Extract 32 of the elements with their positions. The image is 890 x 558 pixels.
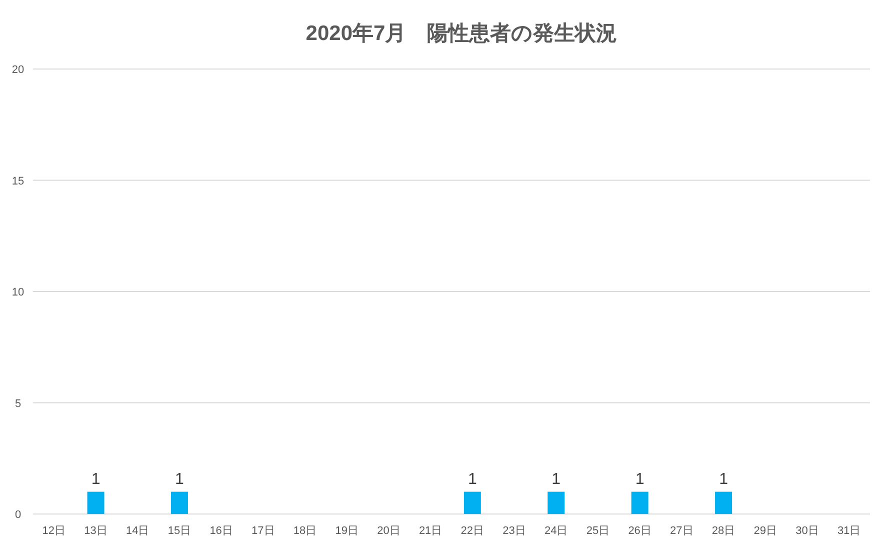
y-tick-label: 5 (14, 398, 22, 410)
y-tick-label: 15 (12, 175, 24, 188)
x-tick-label: 15日 (168, 525, 192, 537)
x-tick-label: 25日 (586, 525, 610, 537)
y-tick-label: 10 (12, 286, 24, 298)
x-tick-label: 27日 (670, 525, 694, 537)
x-tick-label: 23日 (502, 525, 526, 537)
data-label: 1 (468, 470, 477, 488)
x-tick-label: 26日 (628, 525, 652, 537)
x-tick-label: 20日 (377, 525, 400, 537)
x-tick-label: 17日 (252, 525, 275, 537)
x-tick-label: 21日 (418, 525, 442, 537)
data-label: 1 (175, 470, 184, 488)
x-tick-label: 30日 (796, 525, 819, 537)
chart-title: 2020年7月 陽性患者の発生状況 (306, 22, 618, 45)
data-label: 1 (719, 470, 728, 488)
x-tick-label: 29日 (754, 525, 777, 537)
x-tick-label: 31日 (837, 525, 861, 537)
x-tick-label: 22日 (460, 525, 484, 537)
x-tick-label: 28日 (712, 525, 736, 537)
x-tick-label: 16日 (210, 525, 233, 537)
x-tick-label: 19日 (335, 525, 358, 537)
data-label: 1 (635, 470, 644, 488)
x-tick-label: 24日 (544, 525, 568, 537)
data-label: 1 (552, 470, 561, 488)
x-tick-label: 14日 (126, 525, 150, 537)
y-tick-label: 20 (12, 64, 24, 76)
x-tick-label: 18日 (293, 525, 317, 537)
data-label: 1 (91, 470, 100, 488)
x-tick-label: 12日 (42, 525, 66, 537)
x-tick-label: 13日 (84, 525, 108, 537)
y-tick-label: 0 (14, 509, 22, 521)
